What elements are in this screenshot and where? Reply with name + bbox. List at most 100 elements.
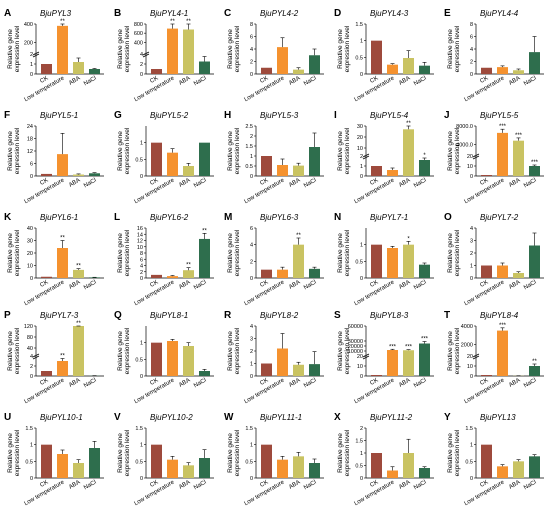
significance-label: ** [202, 228, 207, 234]
panel-title: BjuPYL6-1 [40, 213, 78, 222]
panel-x: X BjuPYL11-2 Relative gene expression level… [334, 412, 434, 507]
x-tick-label: NaCl [303, 480, 318, 492]
y-tick-label: 0 [250, 276, 253, 282]
y-tick-label: 10 [357, 146, 363, 152]
y-tick-label: 18 [27, 137, 33, 143]
x-tick-label: CK [149, 378, 159, 387]
x-tick-label: CK [259, 480, 269, 489]
axis-break-mark [362, 353, 370, 358]
bar-aba [183, 465, 194, 478]
panel-title: BjuPYL3 [40, 9, 72, 18]
y-tick-label: 1.5 [355, 439, 363, 445]
panel-title: BjuPYL5-2 [150, 111, 189, 120]
y-axis-label-line2: expression level [234, 25, 241, 72]
bar-nacl [529, 166, 540, 176]
bar-low-temperature [387, 248, 398, 278]
bar-low-temperature [167, 459, 178, 478]
bar-ck [371, 453, 382, 478]
y-tick-label: 30000 [348, 339, 363, 345]
y-tick-label: 1 [140, 341, 143, 347]
y-tick-label: 0.5 [465, 459, 473, 465]
y-tick-label: 4 [140, 52, 143, 58]
y-tick-label: 14 [137, 232, 143, 238]
bar-low-temperature [277, 47, 288, 74]
y-axis-label-line2: expression level [14, 25, 21, 72]
x-tick-label: NaCl [413, 480, 428, 492]
x-tick-label: CK [149, 76, 159, 85]
bar-low-temperature [57, 248, 68, 278]
bar-aba [293, 456, 304, 478]
x-tick-label: CK [149, 280, 159, 289]
panel-letter: B [114, 8, 121, 19]
panel-letter: V [114, 412, 121, 423]
y-tick-label: 10 [357, 364, 363, 370]
y-axis-label-line1: Relative gene [117, 131, 124, 171]
panel-title: BjuPYL4-4 [480, 9, 519, 18]
x-tick-label: NaCl [523, 280, 538, 292]
axis-break-mark [472, 355, 480, 360]
y-axis-label-line1: Relative gene [227, 131, 234, 171]
panel-v: V BjuPYL10-2 Relative gene expression level… [114, 412, 214, 507]
axis-break-mark [362, 155, 370, 160]
y-tick-label: 10 [27, 264, 33, 270]
significance-label: *** [421, 337, 429, 343]
panel-letter: O [444, 212, 452, 223]
bar-nacl [419, 468, 430, 478]
y-tick-label: 0 [30, 174, 33, 180]
panel-a: A BjuPYL3 Relative gene expression level 0 1 2… [4, 8, 104, 103]
y-axis-label-line2: expression level [344, 127, 351, 174]
panel-letter: F [4, 110, 10, 121]
x-tick-label: CK [39, 178, 49, 187]
bar-low-temperature [387, 64, 398, 74]
panel-letter: S [334, 310, 341, 321]
axis-break-mark [32, 353, 40, 358]
x-tick-label: NaCl [193, 76, 208, 88]
bar-nacl [419, 343, 430, 376]
x-tick-label: ABA [508, 480, 521, 491]
x-tick-label: ABA [508, 178, 521, 189]
bar-low-temperature [57, 454, 68, 478]
x-tick-label: ABA [508, 76, 521, 87]
bar-nacl [89, 277, 100, 278]
y-axis-label-line1: Relative gene [7, 433, 14, 473]
x-tick-label: ABA [68, 178, 81, 189]
y-axis-label-line1: Relative gene [117, 433, 124, 473]
bar-nacl [529, 366, 540, 376]
y-tick-label: 1 [470, 264, 473, 270]
y-tick-label: 0.5 [135, 157, 143, 163]
y-axis-label-line2: expression level [344, 229, 351, 276]
panel-letter: I [334, 110, 337, 121]
y-tick-label: 40 [27, 226, 33, 232]
bar-ck [261, 363, 272, 376]
y-tick-label: 0 [250, 476, 253, 482]
y-tick-label: 20 [27, 251, 33, 257]
bar-low-temperature [167, 152, 178, 176]
bar-ck [481, 444, 492, 478]
y-tick-label: 30 [357, 124, 363, 130]
panel-m: M BjuPYL6-3 Relative gene expression level 0… [224, 212, 324, 307]
bar-nacl [309, 147, 320, 176]
y-axis-label-line2: expression level [124, 229, 131, 276]
significance-label: *** [515, 133, 523, 139]
bar-nacl [309, 463, 320, 478]
y-tick-label: 12 [137, 239, 143, 245]
panel-letter: U [4, 412, 11, 423]
y-tick-label: 0.5 [355, 464, 363, 470]
significance-label: * [423, 153, 426, 159]
y-tick-label: 4 [470, 47, 473, 53]
bar-ck [41, 371, 52, 376]
y-tick-label: 1 [250, 443, 253, 449]
y-tick-label: 1.5 [245, 144, 253, 150]
bar-ck [41, 173, 52, 176]
axis-break-mark [32, 53, 40, 58]
x-tick-label: NaCl [523, 76, 538, 88]
bar-aba [73, 326, 84, 376]
bar-aba [403, 453, 414, 478]
bar-ck [41, 444, 52, 478]
bar-ck [151, 444, 162, 478]
bar-nacl [529, 245, 540, 278]
bar-aba [293, 69, 304, 74]
bar-low-temperature [497, 330, 508, 376]
y-axis-label-line1: Relative gene [447, 233, 454, 273]
y-axis-label-line1: Relative gene [7, 331, 14, 371]
